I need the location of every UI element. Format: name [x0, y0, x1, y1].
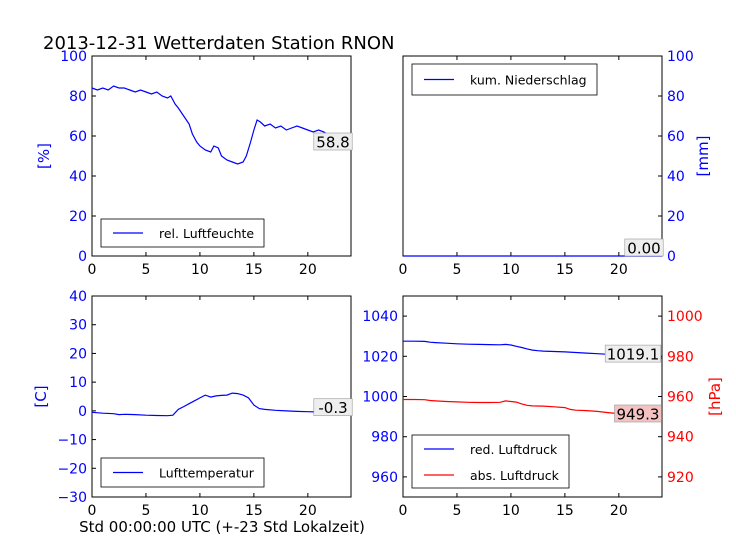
y-tick-label: 60: [667, 129, 685, 145]
x-tick-label: 5: [141, 503, 150, 519]
y-tick-label: −30: [57, 490, 87, 506]
y-axis-label-top-left: [%]: [35, 143, 53, 169]
legend-entry: abs. Luftdruck: [470, 468, 560, 483]
value-label-bottom-left-box: [313, 398, 353, 417]
x-tick-label: 0: [399, 262, 408, 278]
y-tick-label: 40: [667, 169, 685, 185]
x-tick-label: 20: [299, 503, 317, 519]
y-tick-label: 980: [371, 430, 398, 446]
y-tick-label: 20: [69, 209, 87, 225]
legend-entry: red. Luftdruck: [470, 442, 558, 457]
value-label-abs-luftdruck-box: [614, 404, 662, 423]
y-tick-label: 100: [60, 49, 87, 65]
value-label-red-luftdruck: 1019.1: [607, 346, 660, 364]
series-line-lufttemperatur: [91, 392, 351, 417]
x-tick-label: 10: [191, 262, 209, 278]
y-tick-label: 80: [69, 89, 87, 105]
x-tick-label: 20: [610, 262, 628, 278]
y-tick-label: 20: [69, 346, 87, 362]
y-tick-label: 940: [667, 430, 694, 446]
panel-top-right: 0 5 10 15 20 0 20 40 60 80 100 0.00 kum. Niederschla…: [399, 49, 712, 278]
y-tick-label: 920: [667, 470, 694, 486]
panel-bottom-left: 0 5 10 15 20 −30 −20 −10 0 10 20 30 40 -0.3 Lufttemper…: [32, 289, 353, 519]
plot-frame-top-left: [91, 55, 352, 257]
series-line-abs--luftdruck: [403, 398, 663, 419]
x-tick-label: 15: [245, 503, 263, 519]
value-label-top-left: 58.8: [316, 134, 349, 152]
series-line-rel--luftfeuchte: [91, 85, 351, 165]
x-tick-label: 0: [88, 262, 97, 278]
legend-entry: rel. Luftfeuchte: [159, 226, 254, 241]
x-tick-label: 5: [452, 262, 461, 278]
x-tick-label: 10: [502, 262, 520, 278]
y-axis-label-bottom-left: [C]: [32, 385, 50, 407]
x-tick-label: 15: [556, 262, 574, 278]
value-label-top-right: 0.00: [627, 240, 660, 258]
y-tick-label: 0: [78, 404, 87, 420]
y-tick-label: 1000: [362, 390, 398, 406]
x-tick-label: 5: [141, 262, 150, 278]
y-tick-label: 10: [69, 375, 87, 391]
y-axis-label-bottom-right: [hPa]: [706, 377, 724, 416]
y-tick-label: 60: [69, 129, 87, 145]
y-tick-label: 980: [667, 349, 694, 365]
y-tick-label: 20: [667, 209, 685, 225]
x-tick-label: 15: [556, 503, 574, 519]
panel-bottom-right: 0 5 10 15 20 960 980 1000 1020 1040 920 940 960 980 10…: [362, 295, 724, 519]
value-label-abs-luftdruck: 949.3: [617, 406, 660, 424]
figure-title: 2013-12-31 Wetterdaten Station RNON: [43, 33, 394, 54]
y-tick-label: 40: [69, 169, 87, 185]
y-tick-label: −20: [57, 461, 87, 477]
value-label-top-right-box: [624, 238, 664, 257]
x-tick-label: 0: [399, 503, 408, 519]
y-axis-label-top-right: [mm]: [694, 136, 712, 177]
x-tick-label: 10: [502, 503, 520, 519]
x-tick-label: 0: [88, 503, 97, 519]
y-tick-label: 1000: [667, 309, 703, 325]
y-tick-label: 100: [667, 49, 694, 65]
y-tick-label: 0: [78, 249, 87, 265]
y-tick-label: 40: [69, 289, 87, 305]
value-label-red-luftdruck-box: [604, 344, 662, 363]
y-tick-label: 80: [667, 89, 685, 105]
y-tick-label: −10: [57, 433, 87, 449]
x-tick-label: 20: [299, 262, 317, 278]
y-tick-label: 960: [667, 390, 694, 406]
legend-entry: Lufttemperatur: [159, 466, 255, 481]
legend-box: [411, 434, 570, 489]
y-tick-label: 1020: [362, 349, 398, 365]
plot-frame-bottom-left: [91, 295, 352, 498]
figure-xlabel: Std 00:00:00 UTC (+-23 Std Lokalzeit): [79, 518, 365, 536]
value-label-bottom-left: -0.3: [318, 399, 347, 417]
value-label-top-left-box: [313, 132, 353, 151]
x-tick-label: 20: [610, 503, 628, 519]
y-tick-label: 960: [371, 470, 398, 486]
y-tick-label: 30: [69, 318, 87, 334]
y-tick-label: 1040: [362, 309, 398, 325]
x-tick-label: 5: [452, 503, 461, 519]
legend-entry: kum. Niederschlag: [470, 73, 587, 88]
x-tick-label: 15: [245, 262, 263, 278]
x-tick-label: 10: [191, 503, 209, 519]
panel-top-left: 0 5 10 15 20 0 20 40 60 80 100 58.8 rel. Luftfeuchte…: [35, 49, 353, 278]
y-tick-label: 0: [667, 249, 676, 265]
